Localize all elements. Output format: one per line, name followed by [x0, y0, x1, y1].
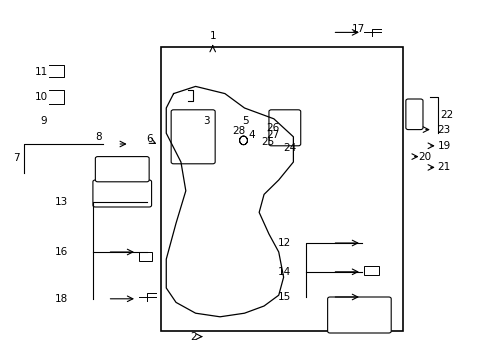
FancyBboxPatch shape: [268, 110, 300, 146]
Text: 13: 13: [55, 197, 68, 207]
Text: 10: 10: [35, 92, 48, 102]
Text: 6: 6: [145, 134, 152, 144]
Text: 20: 20: [417, 152, 430, 162]
Text: 17: 17: [351, 24, 365, 34]
Text: 1: 1: [209, 31, 216, 41]
Text: 26: 26: [266, 123, 279, 133]
FancyBboxPatch shape: [171, 110, 215, 164]
Bar: [364, 266, 378, 275]
Text: 14: 14: [277, 267, 290, 277]
Text: 24: 24: [283, 143, 296, 153]
Text: 5: 5: [242, 116, 249, 126]
Bar: [139, 252, 151, 261]
Text: 2: 2: [189, 332, 196, 342]
Text: 25: 25: [261, 137, 274, 147]
Text: 7: 7: [13, 153, 20, 163]
Bar: [161, 47, 403, 331]
FancyBboxPatch shape: [405, 99, 422, 130]
Text: 3: 3: [203, 116, 209, 126]
Text: 27: 27: [266, 130, 279, 140]
Text: 8: 8: [95, 132, 102, 142]
Text: 28: 28: [231, 126, 245, 136]
Text: 16: 16: [55, 247, 68, 257]
Text: 21: 21: [437, 162, 450, 172]
Text: 19: 19: [437, 141, 450, 151]
FancyBboxPatch shape: [327, 297, 390, 333]
Text: 9: 9: [41, 116, 47, 126]
Text: 15: 15: [277, 292, 290, 302]
Text: 11: 11: [35, 67, 48, 77]
Text: 12: 12: [277, 238, 290, 248]
FancyBboxPatch shape: [95, 157, 149, 182]
FancyBboxPatch shape: [93, 180, 151, 207]
Text: 4: 4: [248, 130, 255, 140]
Text: 22: 22: [439, 110, 452, 120]
Text: 18: 18: [55, 294, 68, 304]
Text: 23: 23: [437, 125, 450, 135]
